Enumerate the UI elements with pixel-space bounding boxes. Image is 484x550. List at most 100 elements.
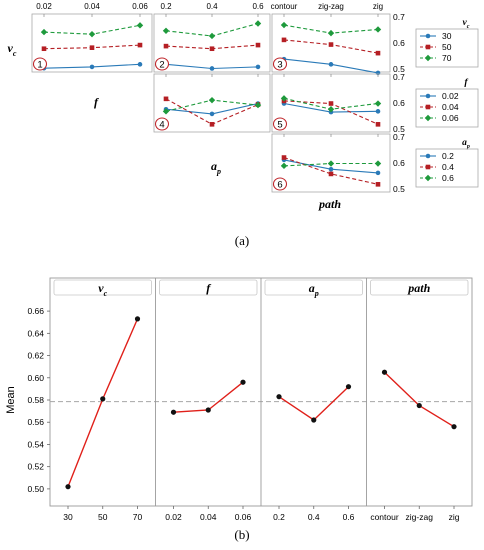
legend-marker [425, 93, 431, 99]
interaction-point [328, 62, 334, 67]
panel-number: 2 [159, 59, 164, 70]
legend-marker [425, 33, 431, 39]
legend-entry: 0.02 [442, 91, 459, 101]
x-tick-label: 50 [98, 512, 108, 522]
y-tick-label: 0.58 [27, 395, 44, 405]
x-tick-label: 30 [63, 512, 73, 522]
factor-label-vc: vc [8, 41, 17, 58]
top-tick-label: 0.4 [206, 2, 218, 11]
main-effect-point [205, 407, 211, 413]
legend-marker [424, 114, 432, 122]
interaction-point [327, 106, 335, 113]
main-effect-point [345, 384, 352, 390]
legend-entry: 0.4 [442, 162, 454, 172]
right-axis-tick-label: 0.7 [393, 72, 405, 82]
right-axis-tick-label: 0.7 [393, 12, 405, 22]
facet-title: path [407, 281, 430, 295]
interaction-point [280, 95, 288, 102]
interaction-point [328, 166, 334, 172]
interaction-point [375, 170, 381, 176]
panel-number: 1 [37, 59, 42, 70]
panel-number-circle [154, 57, 170, 71]
y-tick-label: 0.52 [27, 462, 44, 472]
factor-label-path: path [318, 197, 341, 211]
interaction-point [280, 162, 288, 170]
legend-entry: 0.2 [442, 151, 454, 161]
interaction-cell-frame [31, 13, 153, 73]
main-effect-point [170, 409, 177, 415]
interaction-point [328, 42, 334, 47]
facet-title: f [206, 281, 211, 295]
legend-entry: 50 [442, 42, 452, 52]
interaction-point [162, 27, 170, 34]
interaction-point [375, 50, 381, 56]
x-tick-label: 0.04 [200, 512, 217, 522]
main-effect-line [384, 371, 455, 428]
top-tick-label: 0.04 [84, 2, 100, 11]
interaction-point [254, 20, 262, 27]
top-tick-label: 0.02 [36, 2, 52, 11]
interaction-cell-frame [153, 13, 271, 73]
legend-marker [424, 174, 432, 182]
top-tick-label: zig-zag [318, 2, 344, 11]
legend-entry: 0.06 [442, 113, 459, 123]
right-axis-tick-label: 0.6 [393, 38, 405, 48]
interaction-point [208, 96, 216, 104]
panel-number-circle [154, 117, 170, 131]
top-tick-label: 0.06 [132, 2, 148, 11]
factor-label-ap: ap [211, 159, 221, 176]
legend-entry: 0.6 [442, 173, 454, 183]
legend-frame [415, 28, 479, 68]
factor-label-f: f [94, 95, 99, 109]
main-effect-line [67, 318, 139, 487]
right-axis-tick-label: 0.5 [393, 64, 405, 74]
interaction-point [137, 42, 143, 48]
facet-strip [370, 279, 469, 296]
legend-entry: 30 [442, 31, 452, 41]
interaction-point [163, 96, 169, 102]
y-tick-label: 0.60 [27, 373, 44, 383]
right-axis-tick-label: 0.6 [393, 98, 405, 108]
interaction-point [162, 108, 170, 115]
x-tick-label: 70 [133, 512, 143, 522]
x-tick-label: 0.4 [308, 512, 320, 522]
legend-marker [424, 54, 432, 62]
interaction-point [89, 45, 95, 50]
y-tick-label: 0.50 [27, 484, 44, 494]
main-effect-line [278, 386, 349, 421]
interaction-series-line [283, 156, 379, 185]
interaction-point [374, 26, 382, 33]
caption-a: (a) [234, 233, 250, 248]
interaction-point [375, 109, 381, 114]
facet-title: ap [309, 281, 319, 298]
top-tick-label: 0.6 [252, 2, 264, 11]
main-effect-point [311, 417, 317, 423]
interaction-point [209, 122, 215, 127]
y-tick-label: 0.64 [27, 328, 44, 338]
y-axis-label: Mean [5, 386, 17, 414]
interaction-point [254, 101, 262, 109]
facet-strip [159, 279, 258, 296]
main-effect-point [134, 316, 141, 322]
panel-number-circle [272, 177, 288, 191]
interaction-point [40, 28, 48, 36]
x-tick-label: contour [370, 512, 399, 522]
interaction-point [208, 32, 216, 40]
interaction-point [88, 30, 96, 38]
main-effect-point [381, 369, 388, 375]
interaction-point [374, 100, 382, 107]
x-tick-label: 0.06 [235, 512, 252, 522]
interaction-point [209, 46, 215, 52]
interaction-point [375, 122, 381, 127]
main-effect-point [65, 484, 71, 490]
top-tick-label: 0.2 [160, 2, 172, 11]
panel-number-circle [272, 57, 288, 71]
panel-number: 3 [277, 59, 282, 70]
legend-title: f [464, 78, 468, 88]
legend-marker [425, 164, 431, 170]
facet-strip [264, 279, 363, 296]
legend-frame [415, 148, 479, 188]
interaction-point [89, 64, 95, 70]
interaction-point [209, 111, 215, 117]
interaction-point [41, 46, 47, 52]
